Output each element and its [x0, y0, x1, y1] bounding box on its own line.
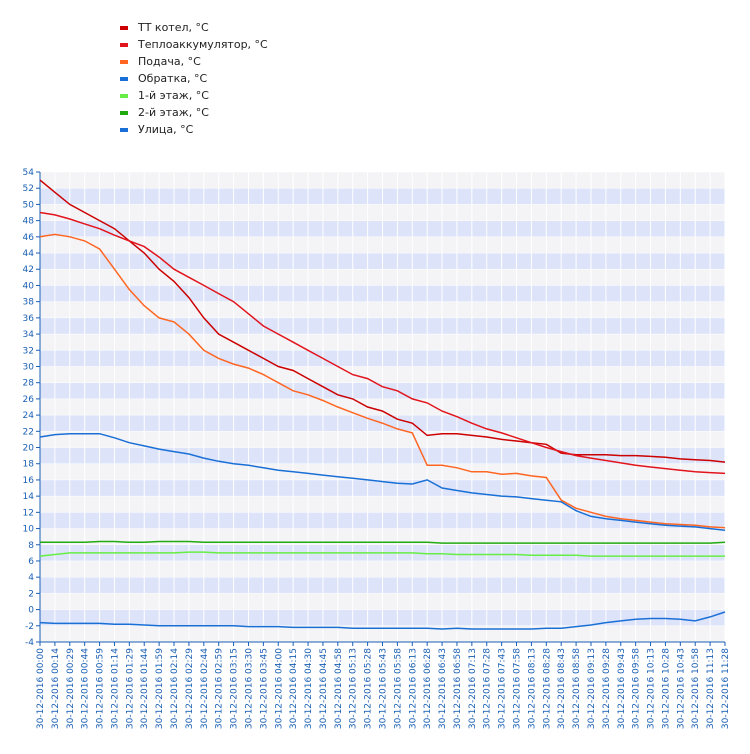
x-tick-label: 30-12-2016 00:14 — [51, 648, 61, 729]
x-tick-label: 30-12-2016 06:28 — [423, 648, 433, 729]
y-tick-label: 36 — [23, 314, 35, 324]
y-tick-label: 32 — [23, 346, 34, 356]
series-line — [39, 233, 726, 529]
legend-label: Обратка, °C — [138, 72, 207, 85]
legend-label: 1-й этаж, °C — [138, 89, 209, 102]
y-tick-label: 14 — [23, 492, 35, 502]
x-tick-label: 30-12-2016 04:30 — [304, 648, 314, 729]
legend-label: ТТ котел, °C — [137, 21, 209, 34]
x-tick-label: 30-12-2016 01:14 — [110, 648, 120, 729]
y-tick-label: 12 — [23, 508, 34, 518]
legend-swatch — [120, 60, 128, 64]
x-tick-label: 30-12-2016 07:13 — [468, 648, 478, 729]
x-tick-label: 30-12-2016 03:15 — [230, 648, 240, 729]
legend-label: Подача, °C — [138, 55, 201, 68]
y-tick-label: 34 — [23, 330, 35, 340]
x-tick-label: 30-12-2016 01:59 — [155, 648, 165, 729]
x-tick-label: 30-12-2016 02:59 — [215, 648, 225, 729]
x-tick-label: 30-12-2016 04:45 — [319, 648, 329, 729]
y-tick-label: 46 — [23, 233, 35, 243]
y-tick-label: 30 — [23, 362, 35, 372]
y-tick-label: 26 — [23, 395, 35, 405]
x-tick-label: 30-12-2016 00:29 — [66, 648, 76, 729]
x-tick-label: 30-12-2016 11:28 — [721, 648, 731, 729]
x-tick-label: 30-12-2016 04:15 — [289, 648, 299, 729]
y-tick-label: 40 — [23, 281, 35, 291]
legend-swatch — [120, 111, 128, 115]
series-line — [39, 211, 726, 475]
x-tick-label: 30-12-2016 04:00 — [274, 648, 284, 729]
y-tick-label: 22 — [23, 427, 34, 437]
x-tick-label: 30-12-2016 08:58 — [572, 648, 582, 729]
x-tick-label: 30-12-2016 05:13 — [349, 648, 359, 729]
legend-label: 2-й этаж, °C — [138, 106, 209, 119]
x-tick-label: 30-12-2016 11:13 — [706, 648, 716, 729]
y-tick-label: 50 — [23, 200, 35, 210]
x-tick-label: 30-12-2016 09:28 — [602, 648, 612, 729]
x-tick-label: 30-12-2016 01:44 — [140, 648, 150, 729]
legend-swatch — [120, 43, 128, 47]
y-tick-label: 44 — [23, 249, 35, 259]
x-tick-label: 30-12-2016 03:30 — [244, 648, 254, 729]
legend-label: Теплоаккумулятор, °C — [137, 38, 268, 51]
x-tick-label: 30-12-2016 05:58 — [393, 648, 403, 729]
series-line — [39, 551, 725, 557]
x-tick-label: 30-12-2016 10:13 — [647, 648, 657, 729]
y-tick-label: 42 — [23, 265, 34, 275]
x-tick-label: 30-12-2016 00:44 — [81, 648, 91, 729]
x-tick-label: 30-12-2016 00:59 — [96, 648, 106, 729]
x-tick-label: 30-12-2016 08:43 — [557, 648, 567, 729]
y-tick-label: 24 — [23, 411, 35, 421]
y-tick-label: 16 — [23, 476, 35, 486]
y-tick-label: 2 — [28, 589, 34, 599]
y-tick-label: 48 — [23, 217, 35, 227]
y-tick-label: 0 — [28, 606, 34, 616]
y-tick-label: 28 — [23, 379, 35, 389]
x-tick-label: 30-12-2016 10:58 — [691, 648, 701, 729]
x-tick-label: 30-12-2016 03:45 — [259, 648, 269, 729]
x-tick-label: 30-12-2016 08:13 — [527, 648, 537, 729]
x-tick-label: 30-12-2016 10:43 — [676, 648, 686, 729]
x-tick-label: 30-12-2016 07:58 — [513, 648, 523, 729]
x-tick-label: 30-12-2016 00:00 — [36, 648, 46, 729]
x-tick-label: 30-12-2016 07:28 — [483, 648, 493, 729]
x-tick-label: 30-12-2016 02:14 — [170, 648, 180, 729]
y-tick-label: 4 — [28, 573, 34, 583]
x-tick-label: 30-12-2016 07:43 — [498, 648, 508, 729]
y-tick-label: -4 — [25, 638, 34, 648]
legend-swatch — [120, 128, 128, 132]
x-tick-label: 30-12-2016 04:58 — [334, 648, 344, 729]
series-line — [39, 611, 726, 630]
x-tick-label: 30-12-2016 06:43 — [438, 648, 448, 729]
legend-swatch — [120, 77, 128, 81]
y-tick-label: 6 — [28, 557, 34, 567]
y-tick-label: 10 — [23, 525, 35, 535]
x-tick-label: 30-12-2016 09:43 — [617, 648, 627, 729]
y-tick-label: 18 — [23, 460, 35, 470]
x-tick-label: 30-12-2016 09:13 — [587, 648, 597, 729]
x-tick-label: 30-12-2016 06:13 — [408, 648, 418, 729]
x-tick-label: 30-12-2016 10:28 — [661, 648, 671, 729]
y-tick-label: 38 — [23, 298, 35, 308]
legend-swatch — [120, 94, 128, 98]
y-tick-label: 52 — [23, 184, 34, 194]
x-tick-label: 30-12-2016 05:28 — [364, 648, 374, 729]
x-tick-label: 30-12-2016 05:43 — [379, 648, 389, 729]
series-line — [39, 179, 726, 463]
x-tick-label: 30-12-2016 08:28 — [542, 648, 552, 729]
x-tick-label: 30-12-2016 09:58 — [632, 648, 642, 729]
legend-swatch — [120, 26, 128, 30]
x-tick-label: 30-12-2016 02:29 — [185, 648, 195, 729]
y-tick-label: 20 — [23, 444, 35, 454]
y-tick-label: -2 — [25, 622, 34, 632]
x-tick-label: 30-12-2016 06:58 — [453, 648, 463, 729]
y-tick-label: 8 — [28, 541, 34, 551]
y-tick-label: 54 — [23, 168, 35, 178]
x-tick-label: 30-12-2016 01:29 — [125, 648, 135, 729]
legend-label: Улица, °C — [138, 123, 194, 136]
x-tick-label: 30-12-2016 02:44 — [200, 648, 210, 729]
series-line — [39, 432, 726, 531]
series-line — [40, 540, 726, 544]
